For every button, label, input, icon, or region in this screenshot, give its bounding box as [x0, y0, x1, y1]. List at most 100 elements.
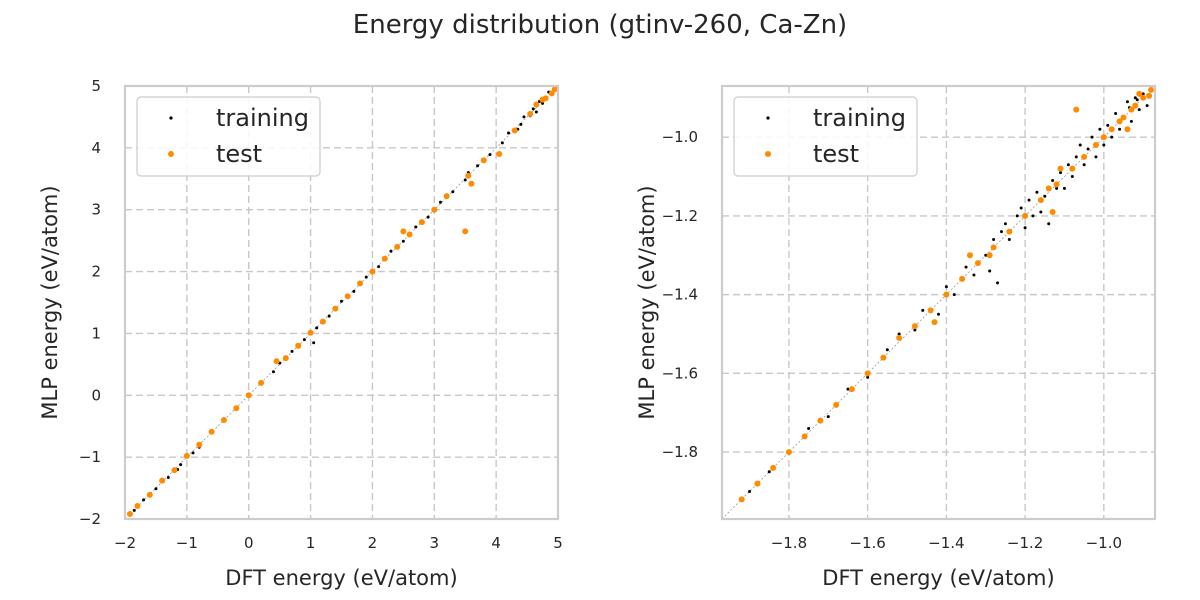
test-point [462, 228, 469, 235]
test-point [1069, 165, 1076, 172]
y-tick-label: −1.2 [662, 207, 698, 225]
training-point [541, 101, 545, 105]
test-point [480, 157, 487, 164]
test-point [1057, 165, 1064, 172]
training-point [1051, 178, 1055, 182]
training-point [1106, 123, 1110, 127]
training-point [972, 273, 976, 277]
test-point [974, 260, 981, 267]
training-point [767, 470, 771, 474]
test-point [1006, 228, 1013, 235]
training-point [1145, 104, 1149, 108]
training-point [1098, 127, 1102, 131]
y-tick-label: 5 [91, 77, 101, 95]
training-point [1027, 198, 1031, 202]
training-point [1086, 147, 1090, 151]
x-tick-label: −1.6 [849, 534, 885, 552]
training-point [1102, 143, 1106, 147]
training-point [999, 230, 1003, 234]
test-point [785, 449, 792, 456]
test-point [911, 323, 918, 330]
test-point [357, 280, 364, 287]
test-point [864, 370, 871, 377]
training-point [1047, 222, 1051, 226]
training-point [426, 215, 430, 219]
training-point [1035, 190, 1039, 194]
y-tick-label: 1 [91, 324, 101, 342]
test-point [511, 127, 518, 134]
series-test [126, 86, 558, 518]
x-tick-label: −1 [176, 534, 198, 552]
training-point [315, 326, 319, 330]
test-point [400, 228, 407, 235]
x-tick-label: −1.8 [771, 534, 807, 552]
legend-box [733, 96, 918, 177]
test-point [542, 95, 549, 102]
test-point [551, 86, 558, 93]
training-point [1094, 155, 1098, 159]
test-point [171, 467, 178, 474]
training-point [531, 107, 535, 111]
training-point [1007, 238, 1011, 242]
test-point [1148, 86, 1155, 93]
test-point [1116, 118, 1123, 125]
chart-right: −1.8 −1.6 −1.4 −1.2 −1.0 −1.8 −1.6 −1.4 −1.2 −1.0… [635, 84, 1157, 590]
training-point [1135, 98, 1139, 102]
test-point [1037, 197, 1044, 204]
test-point [208, 428, 215, 435]
y-axis-label: MLP energy (eV/atom) [635, 185, 659, 419]
training-point [327, 314, 331, 318]
training-point [519, 122, 523, 126]
test-point [1081, 153, 1088, 160]
training-point [1015, 214, 1019, 218]
training-point [846, 387, 850, 391]
test-point [220, 417, 227, 424]
legend-label-test: test [813, 140, 859, 168]
training-point [1082, 163, 1086, 167]
test-point [443, 193, 450, 200]
training-point [364, 275, 368, 279]
test-point [183, 452, 190, 459]
test-point [896, 334, 903, 341]
training-point [921, 308, 925, 312]
series-training [748, 88, 1153, 493]
training-point [1078, 143, 1082, 147]
legend-marker-test [765, 151, 771, 157]
training-point [748, 489, 752, 493]
training-point [1062, 186, 1066, 190]
training-point [166, 476, 170, 480]
training-point [1031, 214, 1035, 218]
test-point [1124, 126, 1131, 133]
test-point [245, 392, 252, 399]
training-point [944, 285, 948, 289]
test-point [394, 243, 401, 250]
test-point [1128, 106, 1135, 113]
training-point [488, 153, 492, 157]
test-point [159, 477, 166, 484]
y-tick-label: 4 [91, 139, 101, 157]
training-point [826, 415, 830, 419]
training-point [913, 328, 917, 332]
training-point [507, 131, 511, 135]
test-point [931, 319, 938, 326]
training-point [154, 487, 158, 491]
training-point [937, 312, 940, 316]
test-point [196, 441, 203, 448]
training-point [142, 498, 146, 502]
legend-marker-training [169, 116, 173, 120]
training-point [132, 508, 136, 512]
test-point [496, 151, 503, 158]
training-point [964, 265, 968, 269]
training-point [500, 141, 504, 145]
test-point [233, 405, 240, 412]
test-point [990, 244, 997, 251]
training-point [290, 349, 294, 353]
training-point [807, 426, 811, 430]
test-point [1136, 90, 1143, 97]
test-point [959, 275, 966, 282]
training-point [952, 293, 956, 297]
x-tick-label: 0 [244, 534, 254, 552]
test-point [754, 480, 761, 487]
